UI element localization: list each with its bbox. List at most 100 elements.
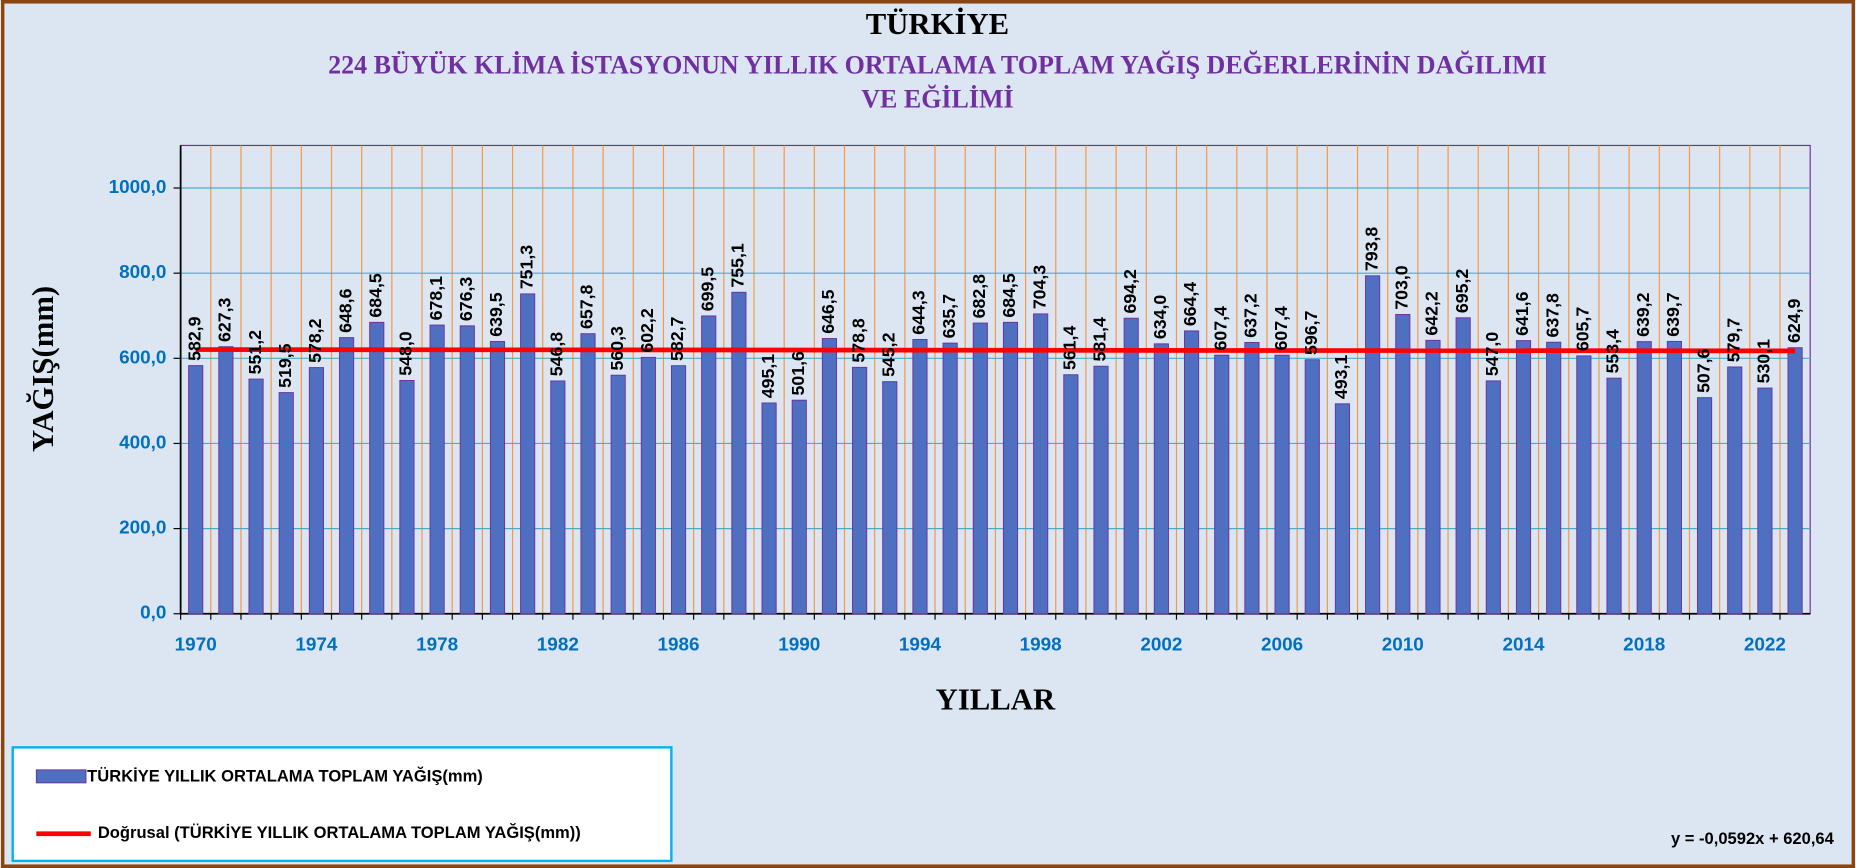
data-label: 561,4 (1060, 326, 1080, 370)
data-label: 507,6 (1693, 348, 1713, 392)
bar (1425, 339, 1441, 615)
bar (459, 325, 475, 615)
x-tick-label: 2002 (1140, 635, 1182, 656)
data-label: 553,4 (1603, 329, 1623, 373)
bar (1093, 365, 1109, 615)
data-label: 648,6 (335, 288, 355, 332)
data-label: 793,8 (1361, 227, 1381, 271)
y-tick-label: 200,0 (119, 518, 166, 539)
bar (520, 293, 536, 615)
data-label: 530,1 (1754, 339, 1774, 383)
y-tick-label: 600,0 (119, 347, 166, 368)
x-tick-label: 2006 (1261, 635, 1303, 656)
legend-label: TÜRKİYE YILLIK ORTALAMA TOPLAM YAĞIŞ(mm) (87, 766, 483, 785)
x-tick-label: 2018 (1623, 635, 1665, 656)
data-label: 578,2 (305, 318, 325, 362)
bar (701, 315, 717, 615)
x-tick-label: 2022 (1744, 635, 1786, 656)
data-label: 495,1 (758, 354, 778, 398)
data-label: 682,8 (969, 274, 989, 318)
bar (218, 346, 234, 615)
bar (731, 291, 747, 615)
data-label: 637,2 (1241, 293, 1261, 337)
data-label: 699,5 (697, 267, 717, 311)
data-label: 607,4 (1210, 306, 1230, 350)
bar (1334, 403, 1351, 615)
bar (670, 365, 687, 615)
x-tick-label: 1974 (295, 635, 338, 656)
bar (610, 374, 626, 615)
x-tick-label: 1978 (416, 635, 458, 656)
bar (1153, 343, 1169, 615)
bar (1757, 387, 1773, 615)
x-tick-label: 1990 (778, 635, 820, 656)
data-label: 596,7 (1301, 311, 1321, 355)
legend (11, 746, 673, 863)
bar (1697, 397, 1713, 615)
bar (248, 378, 264, 615)
data-label: 627,3 (215, 297, 235, 341)
data-label: 639,7 (1663, 292, 1683, 336)
bar (640, 356, 656, 615)
bar (1727, 366, 1743, 615)
bar (308, 367, 324, 615)
chart-subtitle: 224 BÜYÜK KLİMA İSTASYONUN YILLIK ORTALA… (328, 50, 1547, 79)
x-axis-label: YILLAR (936, 682, 1056, 716)
trend-equation: y = -0,0592x + 620,64 (1671, 829, 1835, 848)
x-tick-label: 1998 (1020, 635, 1062, 656)
data-label: 755,1 (728, 243, 748, 287)
y-tick-label: 800,0 (119, 262, 166, 283)
chart-title: TÜRKİYE (866, 7, 1009, 41)
x-tick-label: 1986 (658, 635, 700, 656)
legend-swatch (35, 769, 87, 784)
bar (1274, 354, 1290, 615)
data-label: 551,2 (245, 330, 265, 374)
data-label: 578,8 (848, 318, 868, 362)
data-label: 548,0 (396, 331, 416, 375)
y-tick-label: 0,0 (140, 603, 166, 624)
data-label: 694,2 (1120, 269, 1140, 313)
bar (1787, 347, 1803, 615)
bar (882, 381, 898, 615)
data-label: 639,2 (1633, 292, 1653, 336)
bar (761, 402, 777, 615)
data-label: 678,1 (426, 276, 446, 320)
chart-subtitle: VE EĞİLİMİ (861, 85, 1013, 114)
bar (1214, 354, 1230, 615)
data-label: 546,8 (547, 332, 567, 376)
bar (188, 365, 204, 615)
bar (912, 338, 928, 615)
data-label: 751,3 (516, 245, 536, 289)
data-label: 639,5 (486, 292, 506, 336)
data-label: 703,0 (1391, 265, 1411, 309)
bar (1455, 317, 1471, 615)
bar (1365, 275, 1381, 615)
bar (580, 333, 596, 615)
bar (1636, 341, 1652, 615)
data-label: 635,7 (939, 294, 959, 338)
bar (429, 324, 445, 615)
data-label: 637,8 (1542, 293, 1562, 337)
x-tick-label: 1982 (537, 635, 579, 656)
bar (1123, 317, 1139, 615)
bar (550, 380, 566, 615)
bar (489, 341, 506, 615)
bar (852, 366, 868, 615)
data-label: 657,8 (577, 284, 597, 328)
bar (1063, 374, 1079, 615)
bar (339, 337, 355, 615)
x-tick-label: 2014 (1502, 635, 1545, 656)
data-label: 582,7 (667, 316, 687, 360)
bar (1576, 355, 1592, 615)
bar (1666, 340, 1682, 615)
bar (821, 338, 837, 615)
data-label: 582,9 (184, 316, 204, 360)
y-axis-label: YAĞIŞ(mm) (25, 286, 60, 452)
bar (1395, 313, 1411, 615)
bar (1546, 341, 1562, 615)
bar (278, 392, 294, 615)
data-label: 695,2 (1452, 269, 1472, 313)
bar (1244, 342, 1260, 615)
data-label: 607,4 (1271, 306, 1291, 350)
